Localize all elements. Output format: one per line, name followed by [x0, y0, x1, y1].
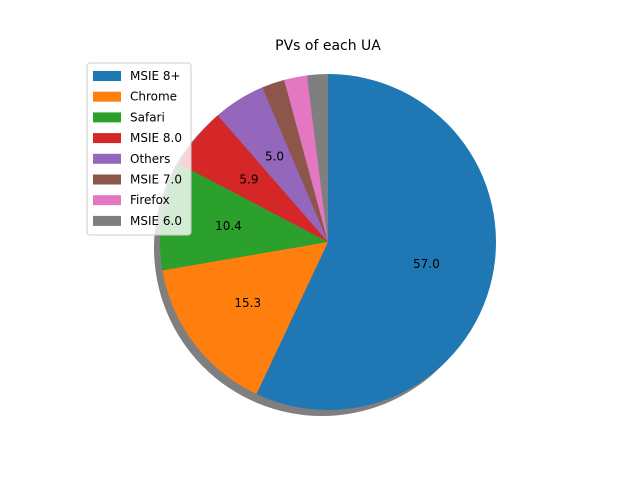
legend-label-others: Others [130, 152, 170, 166]
legend-label-msie-8-0: MSIE 8.0 [130, 131, 182, 145]
legend-swatch-msie-6-0 [93, 215, 121, 226]
legend-label-chrome: Chrome [130, 90, 177, 104]
legend-swatch-safari [93, 112, 121, 123]
pie-slice-msie-6-0 [306, 74, 328, 242]
legend: MSIE 8+ Chrome Safari MSIE 8.0 Others MSIE 7.… [86, 62, 192, 236]
legend-swatch-chrome [93, 91, 121, 102]
pie-slice-label-msie-8: 57.0 [413, 257, 440, 271]
pie-slice-label-safari: 10.4 [215, 219, 242, 233]
legend-swatch-others [93, 153, 121, 164]
pie-slice-label-others: 5.0 [265, 150, 284, 164]
legend-swatch-msie-7-0 [93, 174, 121, 185]
legend-label-safari: Safari [130, 110, 165, 124]
pie-slice-safari [160, 163, 328, 271]
pie-slice-label-chrome: 15.3 [234, 296, 261, 310]
legend-swatch-firefox [93, 195, 121, 206]
legend-frame [86, 62, 192, 236]
chart-title: PVs of each UA [275, 38, 381, 54]
pie-slices [160, 74, 497, 410]
pie-slice-msie-7-0 [262, 79, 328, 242]
pie-slice-firefox [284, 75, 328, 242]
legend-label-msie-6-0: MSIE 6.0 [130, 214, 182, 228]
legend-swatch-msie-8-0 [93, 133, 121, 144]
legend-label-msie-7-0: MSIE 7.0 [130, 173, 182, 187]
legend-swatch-msie-8 [93, 71, 121, 81]
pie-slice-msie-8-0 [179, 115, 328, 242]
pie-slice-label-msie-8-0: 5.9 [239, 172, 258, 186]
pie-slice-chrome [162, 242, 328, 395]
pie-slice-others [217, 87, 328, 242]
pie-slice-labels: 57.0 15.3 10.4 5.9 5.0 [215, 150, 440, 310]
legend-label-firefox: Firefox [130, 193, 170, 207]
pie-slice-msie-8 [256, 74, 497, 410]
legend-label-msie-8: MSIE 8+ [130, 69, 181, 83]
